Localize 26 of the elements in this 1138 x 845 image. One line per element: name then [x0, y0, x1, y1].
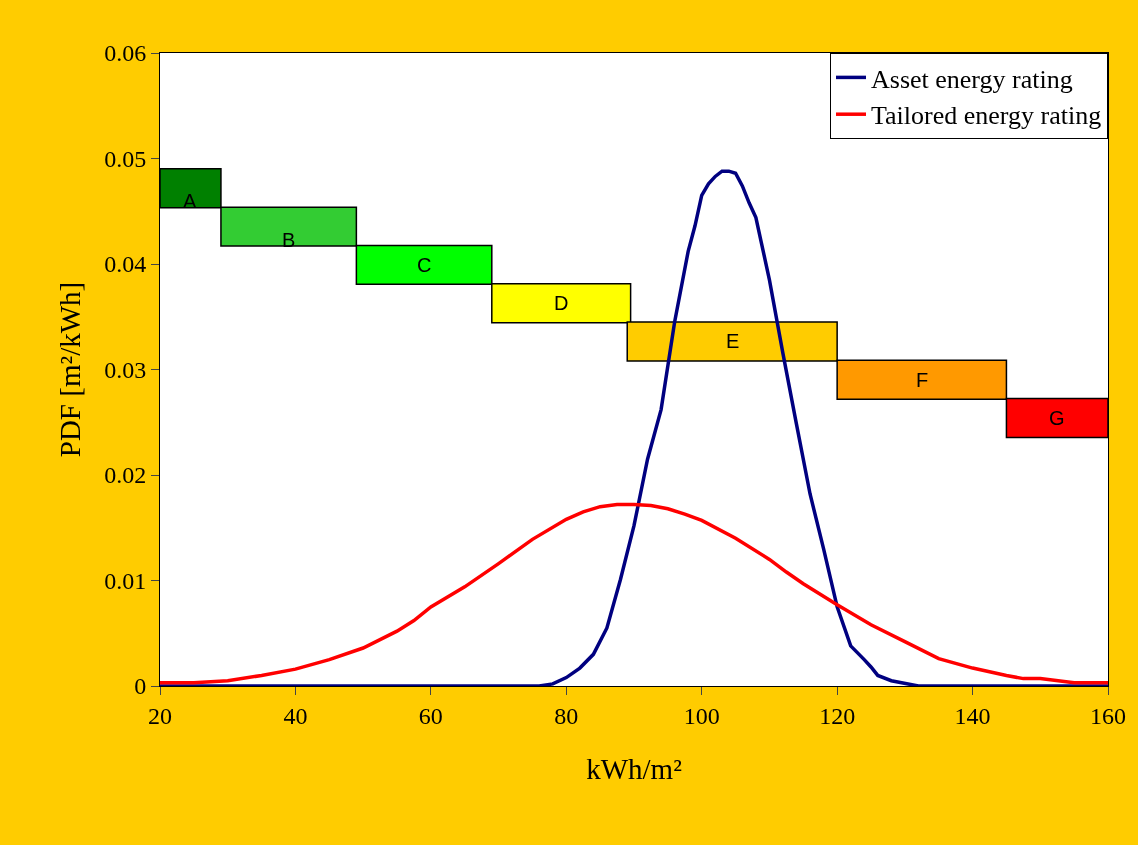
x-tick-label: 20 — [148, 702, 172, 729]
y-tick-label: 0.05 — [104, 145, 147, 172]
y-tick-label: 0.04 — [104, 251, 147, 278]
x-tick-label: 80 — [554, 702, 579, 729]
y-tick-label: 0.03 — [104, 356, 147, 383]
y-tick-label: 0.01 — [104, 567, 147, 594]
band-label: E — [726, 330, 740, 352]
band-label: D — [554, 292, 569, 314]
band-label: C — [417, 254, 432, 276]
line-series — [160, 169, 1108, 686]
legend-label: Tailored energy rating — [871, 101, 1102, 131]
x-tick-label: 60 — [418, 702, 443, 729]
y-tick-label: 0.02 — [104, 462, 147, 489]
legend-label: Asset energy rating — [871, 64, 1073, 94]
line-series — [160, 502, 1108, 685]
x-axis-title: kWh/m² — [586, 752, 683, 785]
band-label: F — [916, 369, 929, 391]
x-tick-label: 100 — [683, 702, 720, 729]
x-tick-label: 120 — [819, 702, 856, 729]
x-tick-label: 160 — [1090, 702, 1126, 729]
x-tick-label: 40 — [283, 702, 308, 729]
y-tick-label: 0.06 — [104, 40, 147, 67]
band-label: G — [1049, 407, 1065, 429]
y-tick-label: 0 — [134, 673, 147, 700]
x-tick-label: 140 — [954, 702, 991, 729]
y-axis-title: PDF [m²/kWh] — [53, 281, 86, 458]
